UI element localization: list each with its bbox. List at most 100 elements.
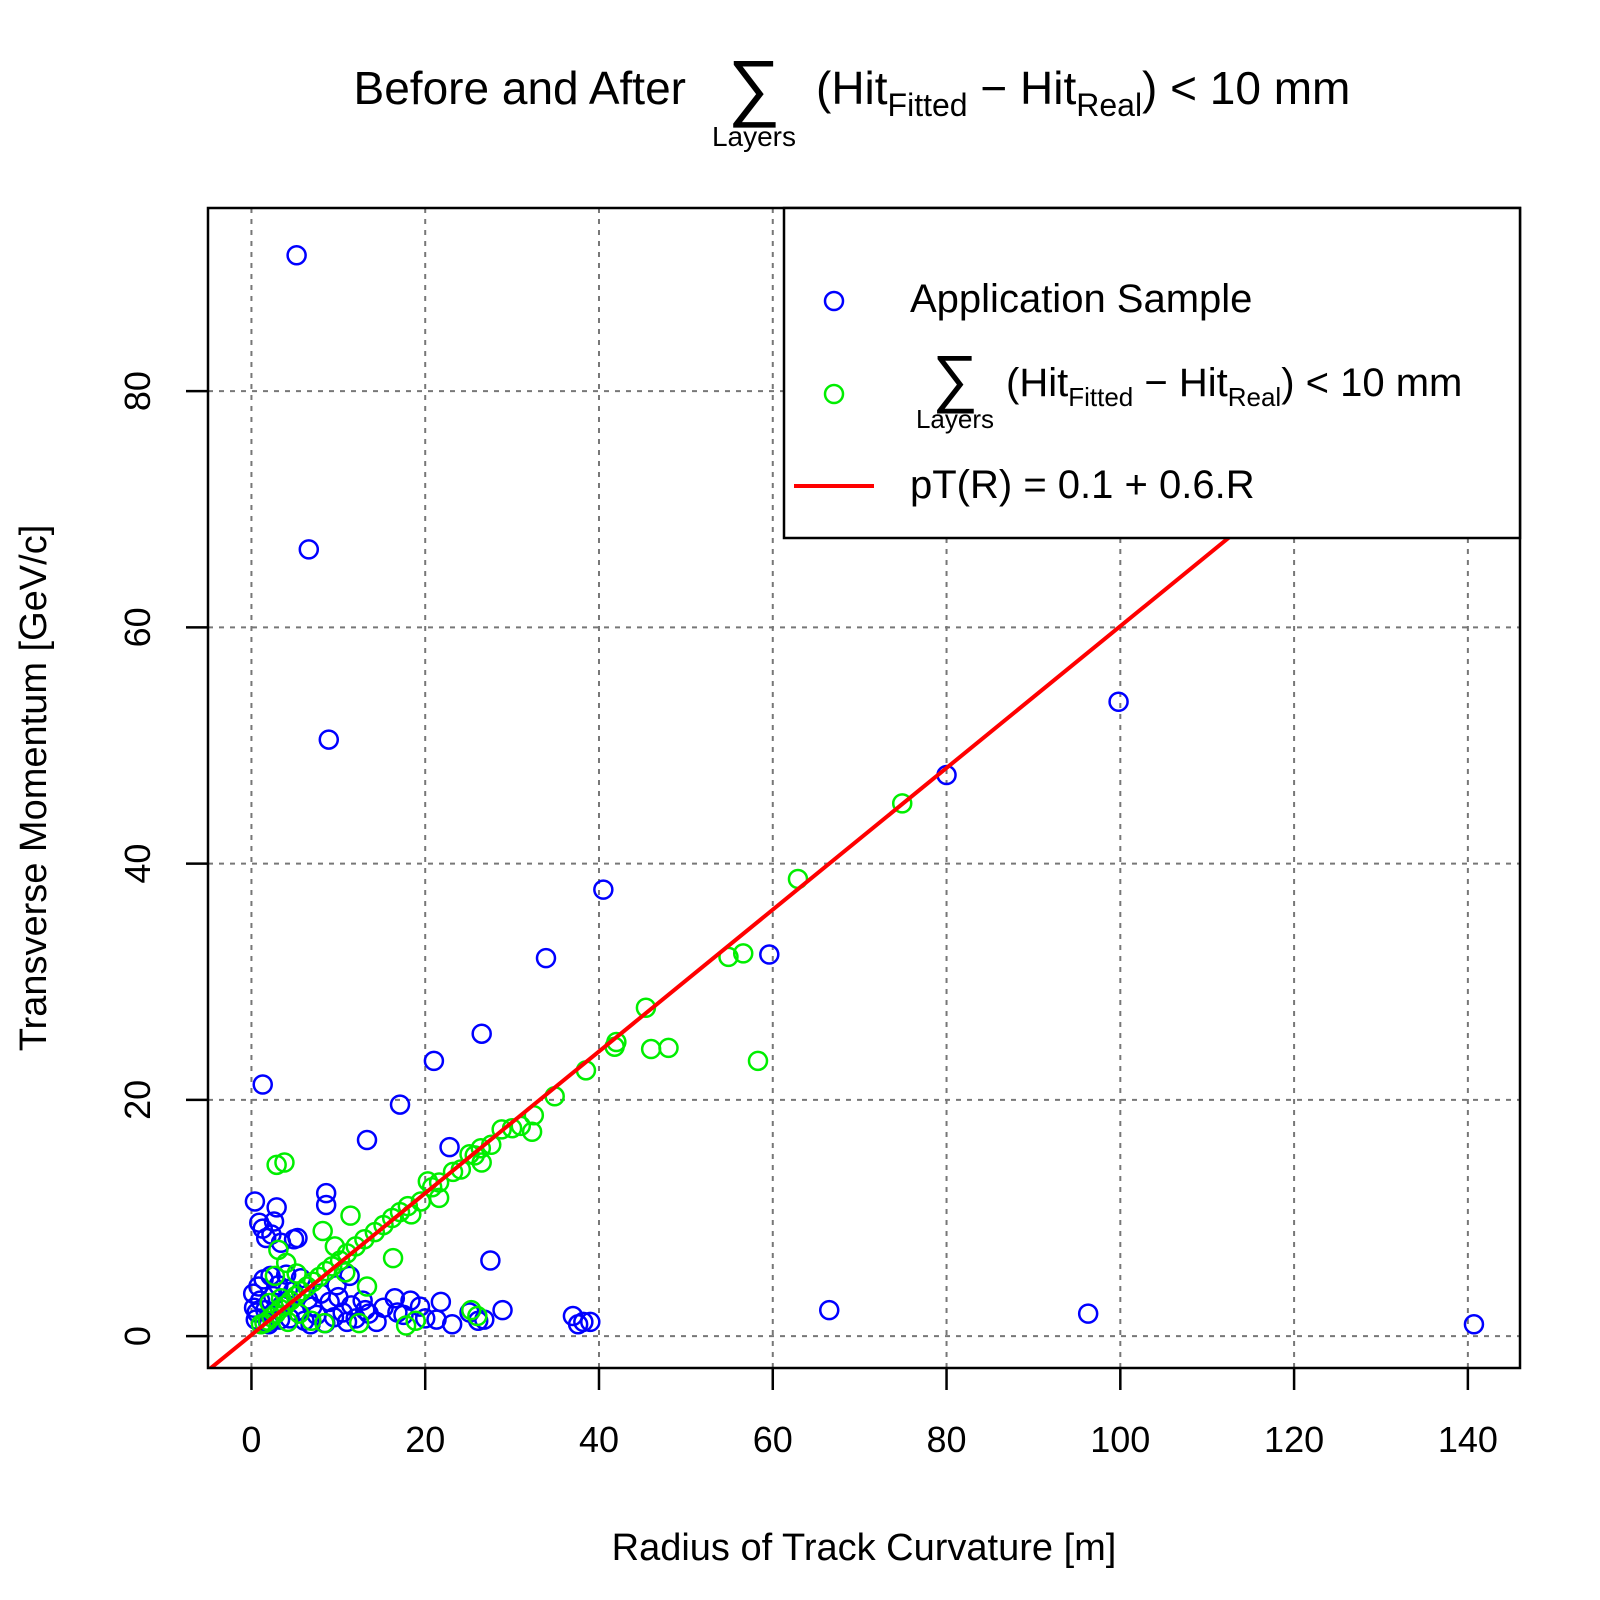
y-axis-label: Transverse Momentum [GeV/c] xyxy=(13,525,55,1052)
data-point-cut xyxy=(461,1299,482,1321)
x-tick-label: 100 xyxy=(1090,1419,1150,1460)
chart-title-prefix: Before and After xyxy=(354,62,686,114)
legend-label-fit: pT(R) = 0.1 + 0.6.R xyxy=(910,463,1255,507)
data-point-cut xyxy=(640,1038,662,1060)
data-point-cut xyxy=(521,1121,543,1142)
data-point-application xyxy=(409,1296,431,1317)
data-point-application xyxy=(286,245,307,266)
legend-cut-close: ) < 10 mm xyxy=(1281,361,1462,405)
y-tick-label: 0 xyxy=(117,1326,158,1346)
data-point-application xyxy=(492,1299,513,1321)
chart-title: Before and After ∑ Layers (HitFitted − H… xyxy=(354,45,1351,152)
data-point-cut xyxy=(324,1236,346,1257)
legend-label-application: Application Sample xyxy=(910,277,1252,321)
data-points xyxy=(242,245,1485,1336)
legend-cut-open: (Hit xyxy=(1006,361,1068,405)
data-point-cut xyxy=(467,1305,488,1327)
data-point-application xyxy=(298,539,320,560)
data-point-application xyxy=(373,1297,394,1319)
data-point-cut xyxy=(312,1220,333,1242)
data-point-application xyxy=(430,1291,452,1313)
data-point-application xyxy=(356,1129,378,1151)
data-point-cut xyxy=(732,943,754,964)
data-point-application xyxy=(244,1191,266,1212)
data-point-cut xyxy=(364,1221,386,1243)
data-point-cut xyxy=(259,1292,280,1314)
data-point-cut xyxy=(470,1138,492,1159)
data-point-application xyxy=(441,1314,463,1335)
legend-cut-sum-under: Layers xyxy=(916,404,994,434)
data-point-cut xyxy=(335,1262,356,1283)
legend-marker-cut xyxy=(823,383,845,405)
legend-cut-minus: − Hit xyxy=(1133,361,1227,405)
x-tick-label: 40 xyxy=(579,1419,619,1460)
data-point-application xyxy=(535,947,557,969)
data-point-cut xyxy=(348,1312,370,1334)
data-point-application xyxy=(1077,1303,1099,1324)
data-point-cut xyxy=(356,1276,378,1297)
legend-cut-sub-fitted: Fitted xyxy=(1068,382,1133,412)
data-point-application xyxy=(339,1265,360,1287)
data-point-application xyxy=(318,729,340,750)
data-point-cut xyxy=(264,1265,286,1287)
data-point-cut xyxy=(747,1050,769,1072)
legend: Application Sample ∑ Layers (HitFitted −… xyxy=(782,206,1522,540)
data-point-cut xyxy=(442,1161,464,1183)
data-point-application xyxy=(252,1074,273,1095)
x-tick-label: 120 xyxy=(1264,1419,1324,1460)
data-point-cut xyxy=(314,1312,335,1334)
data-point-application xyxy=(439,1136,460,1158)
data-point-application xyxy=(423,1050,445,1072)
data-point-application xyxy=(1463,1314,1485,1335)
x-tick-label: 60 xyxy=(753,1419,793,1460)
data-point-application xyxy=(759,944,780,965)
y-tick-label: 40 xyxy=(117,844,158,884)
chart-title-sub-fitted: Fitted xyxy=(888,87,968,123)
data-point-application xyxy=(471,1023,492,1044)
x-tick-label: 140 xyxy=(1438,1419,1498,1460)
data-point-cut xyxy=(395,1315,417,1336)
data-point-cut xyxy=(891,793,913,814)
y-tick-label: 20 xyxy=(117,1080,158,1120)
data-point-application xyxy=(255,1227,277,1249)
data-point-application xyxy=(275,1264,297,1285)
y-tick-label: 60 xyxy=(117,607,158,647)
data-point-cut xyxy=(410,1191,432,1212)
axes: 0 20 40 60 80 100 120 140 0 20 40 60 80 xyxy=(117,371,1498,1460)
chart-title-sub-real: Real xyxy=(1076,87,1142,123)
data-point-cut xyxy=(286,1263,307,1284)
data-point-application xyxy=(266,1197,287,1218)
chart-title-expression: (HitFitted − HitReal) < 10 mm xyxy=(816,62,1350,123)
data-point-cut xyxy=(382,1247,404,1269)
data-point-cut xyxy=(491,1119,512,1140)
data-point-application xyxy=(818,1299,840,1321)
legend-box xyxy=(782,206,1522,540)
data-point-cut xyxy=(270,1288,292,1309)
legend-cut-sum-symbol: ∑ xyxy=(932,342,978,414)
x-tick-label: 20 xyxy=(405,1419,445,1460)
chart-title-close: ) < 10 mm xyxy=(1142,62,1350,114)
data-point-application xyxy=(315,1194,337,1216)
x-tick-label: 80 xyxy=(927,1419,967,1460)
data-point-application xyxy=(573,1311,594,1333)
data-point-cut xyxy=(340,1205,361,1226)
data-point-application xyxy=(341,1295,362,1316)
data-point-application xyxy=(414,1308,436,1329)
data-point-application xyxy=(315,1182,337,1204)
data-point-cut xyxy=(277,1311,299,1333)
data-point-cut xyxy=(421,1177,443,1198)
data-point-cut xyxy=(275,1252,297,1274)
data-point-application xyxy=(352,1290,373,1311)
data-point-cut xyxy=(471,1152,492,1173)
data-point-cut xyxy=(321,1256,343,1277)
data-point-application xyxy=(593,879,614,900)
chart-title-sum-symbol: ∑ xyxy=(728,45,781,128)
chart-title-open: (Hit xyxy=(816,62,888,114)
data-point-cut xyxy=(658,1037,679,1059)
x-axis-label: Radius of Track Curvature [m] xyxy=(612,1527,1117,1569)
legend-label-cut: (HitFitted − HitReal) < 10 mm xyxy=(1006,361,1462,412)
chart-title-minus: − Hit xyxy=(968,62,1077,114)
data-point-application xyxy=(389,1094,411,1115)
legend-marker-application xyxy=(823,290,845,312)
